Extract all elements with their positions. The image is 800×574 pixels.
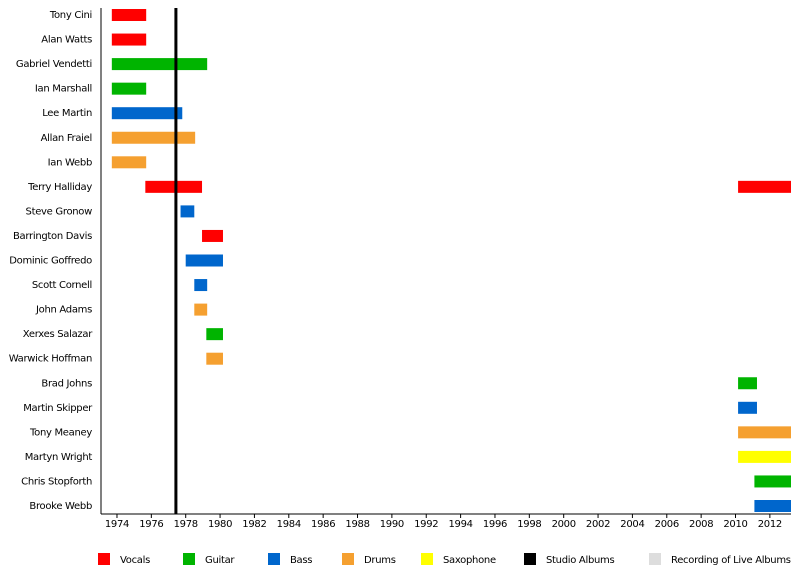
member-label: Martyn Wright (25, 452, 93, 463)
member-label: Chris Stopforth (21, 476, 92, 487)
member-bar (111, 82, 147, 95)
legend-swatch (183, 553, 195, 565)
member-label: Brad Johns (41, 378, 92, 389)
legend-swatch (421, 553, 433, 565)
member-label: Martin Skipper (23, 403, 93, 414)
member-label: Terry Halliday (27, 182, 92, 193)
member-label: Lee Martin (42, 108, 92, 119)
x-tick-label: 1994 (448, 519, 472, 530)
x-tick-label: 1976 (139, 519, 163, 530)
member-bar (738, 377, 757, 390)
member-label: Scott Cornell (32, 280, 92, 291)
legend-swatch (342, 553, 354, 565)
legend-label: Studio Albums (546, 555, 614, 566)
member-label: John Adams (35, 305, 92, 316)
member-bar (194, 303, 208, 316)
member-label: Warwick Hoffman (9, 354, 92, 365)
member-bar (738, 450, 791, 463)
x-tick-label: 1992 (414, 519, 438, 530)
x-tick-label: 1984 (277, 519, 301, 530)
member-bar (738, 180, 791, 193)
member-label: Barrington Davis (13, 231, 92, 242)
member-bar (180, 205, 195, 218)
legend-label: Saxophone (443, 555, 496, 566)
legend-label: Bass (290, 555, 312, 566)
x-tick-label: 2012 (758, 519, 782, 530)
member-bar (111, 33, 147, 46)
legend-label: Vocals (120, 555, 150, 566)
member-bar (202, 229, 223, 242)
member-label: Ian Webb (48, 157, 92, 168)
x-tick-label: 1982 (242, 519, 266, 530)
member-label: Tony Cini (49, 10, 92, 21)
x-tick-label: 1998 (517, 519, 541, 530)
member-bar (111, 107, 183, 120)
legend-swatch (524, 553, 536, 565)
x-tick-label: 1974 (105, 519, 129, 530)
x-tick-label: 2004 (620, 519, 644, 530)
member-bar (206, 352, 223, 365)
member-bar (738, 426, 791, 439)
x-tick-label: 1980 (208, 519, 232, 530)
x-tick-label: 1990 (380, 519, 404, 530)
x-tick-label: 2006 (655, 519, 679, 530)
member-bar (194, 279, 208, 292)
x-tick-label: 1978 (174, 519, 198, 530)
member-label: Xerxes Salazar (23, 329, 93, 340)
member-bar (111, 156, 147, 169)
member-label: Dominic Goffredo (9, 256, 92, 267)
x-tick-label: 2008 (689, 519, 713, 530)
member-bar (111, 9, 147, 21)
member-label: Gabriel Vendetti (16, 59, 92, 70)
member-label: Ian Marshall (35, 84, 92, 95)
legend-label: Guitar (205, 555, 235, 566)
member-bar (145, 180, 203, 193)
legend-swatch (268, 553, 280, 565)
x-tick-label: 1988 (345, 519, 369, 530)
x-tick-label: 2002 (586, 519, 610, 530)
member-label: Tony Meaney (29, 427, 92, 438)
member-bar (185, 254, 223, 267)
legend-swatch (649, 553, 661, 565)
x-tick-label: 2000 (552, 519, 576, 530)
member-bar (111, 58, 208, 71)
x-tick-label: 1986 (311, 519, 335, 530)
member-label: Brooke Webb (29, 501, 92, 512)
x-tick-label: 1996 (483, 519, 507, 530)
member-label: Alan Watts (41, 35, 92, 46)
legend-swatch (98, 553, 110, 565)
member-label: Steve Gronow (26, 206, 93, 217)
member-bar (111, 131, 196, 144)
member-bar (738, 401, 757, 414)
x-tick-label: 2010 (723, 519, 747, 530)
member-bar (754, 475, 791, 488)
legend-label: Recording of Live Albums (671, 555, 791, 566)
legend-label: Drums (364, 555, 396, 566)
member-bar (754, 500, 791, 512)
member-label: Allan Fraiel (41, 133, 92, 144)
member-bar (206, 328, 223, 341)
